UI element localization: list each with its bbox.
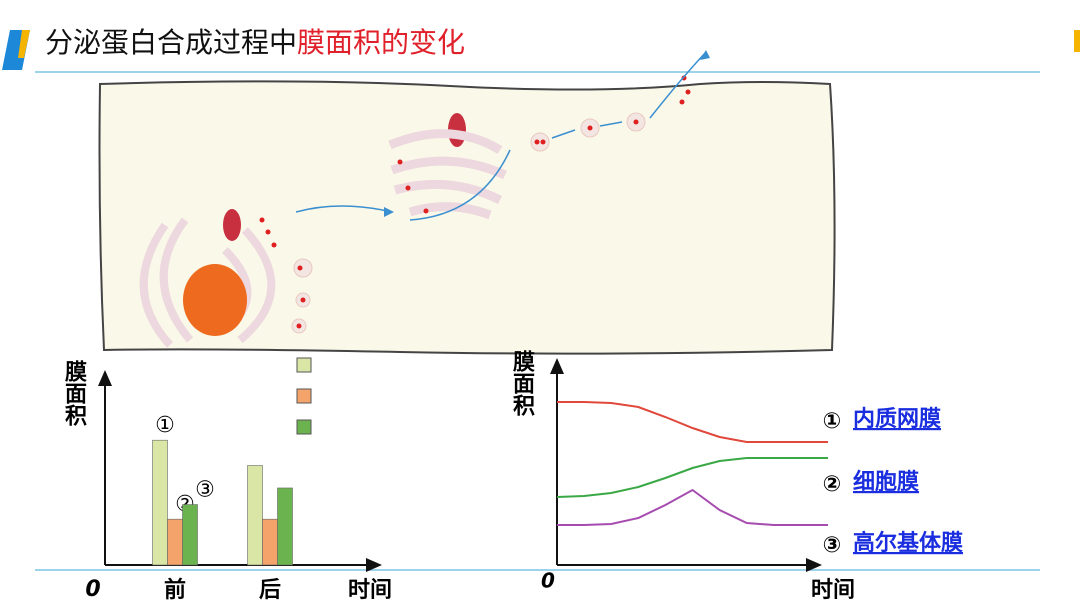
ribosome-body: [223, 209, 241, 241]
series-marker: ②: [823, 472, 842, 497]
origin-label: 0: [541, 569, 555, 593]
y-axis-label: 膜面积: [61, 360, 86, 426]
series-marker: ①: [823, 409, 842, 434]
series-name: 细胞膜: [853, 469, 919, 495]
series-name: 高尔基体膜: [853, 530, 963, 556]
line: [556, 457, 828, 498]
x-axis-label: 时间: [348, 578, 392, 603]
bar: [262, 518, 278, 566]
series-label: ①: [155, 413, 175, 438]
legend-swatch: [296, 388, 312, 404]
arrowhead: [98, 370, 112, 386]
nucleus: [183, 264, 247, 336]
corner-decoration: [1074, 30, 1080, 52]
title-highlight: 膜面积的变化: [297, 26, 465, 59]
arrowhead: [700, 50, 710, 60]
series-marker: ③: [823, 533, 842, 558]
bar: [167, 518, 183, 566]
x-axis-label: 时间: [811, 578, 855, 603]
bar: [152, 439, 168, 566]
slide-title: 分泌蛋白合成过程中膜面积的变化: [45, 26, 465, 59]
line: [557, 401, 828, 443]
arrowhead: [550, 358, 564, 374]
arrowhead: [384, 207, 394, 217]
bar: [182, 504, 198, 566]
line: [557, 488, 828, 526]
x-tick-label: 前: [164, 577, 186, 603]
cell: [98, 80, 836, 355]
y-axis-label: 膜面积: [509, 350, 534, 416]
series-name: 内质网膜: [853, 407, 941, 432]
arrowhead: [366, 558, 382, 572]
transport-arrows: [295, 51, 707, 221]
x-tick-label: 后: [259, 578, 281, 603]
protein-dots: [259, 75, 691, 329]
origin-label: 0: [85, 577, 100, 602]
legend-swatch: [296, 419, 312, 435]
title-main: 分泌蛋白合成过程中: [45, 26, 297, 59]
bar: [247, 465, 263, 566]
title-decoration: [18, 30, 30, 58]
bar: [277, 487, 293, 566]
arrowhead: [806, 558, 822, 572]
series-label: ③: [195, 478, 215, 503]
legend-swatch: [296, 357, 312, 373]
